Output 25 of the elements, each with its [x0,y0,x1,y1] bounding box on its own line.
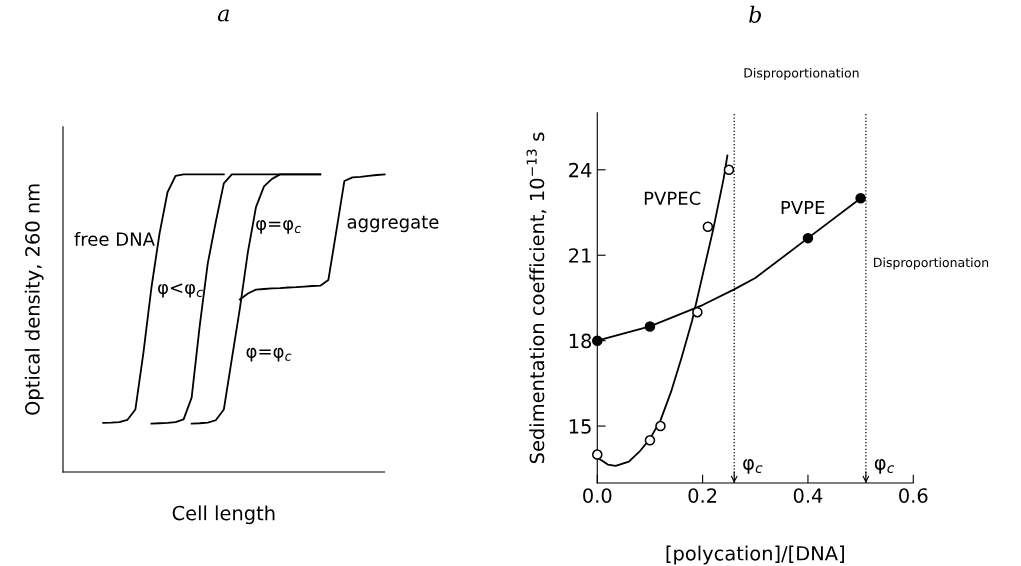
y-tick-label: 15 [569,419,591,434]
annotation: φ=φ$_{c}$ [246,347,292,362]
ref-line-label: φ$_{c}$ [743,458,763,474]
annotation: Disproportionation [874,257,989,270]
x-axis-title: [polycation]/[DNA] [666,545,844,565]
y-tick-label: 24 [569,162,592,178]
y-axis-title: Optical density, 260 nm [24,184,44,415]
x-tick-label: 0.4 [793,488,823,503]
x-tick-label: 0.2 [688,488,717,503]
y-tick-label: 21 [569,248,591,263]
chart-title: a [217,9,229,22]
text: Disproportionation [744,67,859,81]
annotation: aggregate [347,215,439,233]
annotation: PVPEC [644,191,701,206]
y-tick-label: 18 [569,333,592,349]
annotation: free DNA [74,231,155,246]
x-axis-title: Cell length [172,505,275,525]
annotation: φ<φ$_{c}$ [158,283,203,298]
y-axis-title: Sedimentation coefficient, 10$^{−13}$ s [526,132,547,464]
chart-title: b [749,5,761,23]
ref-line-label: φ$_{c}$ [874,458,895,474]
x-tick-label: 0.6 [899,488,928,503]
x-tick-label: 0.0 [583,488,612,503]
annotation: PVPE [781,200,825,215]
annotation: φ=φ$_{c}$ [256,220,302,234]
